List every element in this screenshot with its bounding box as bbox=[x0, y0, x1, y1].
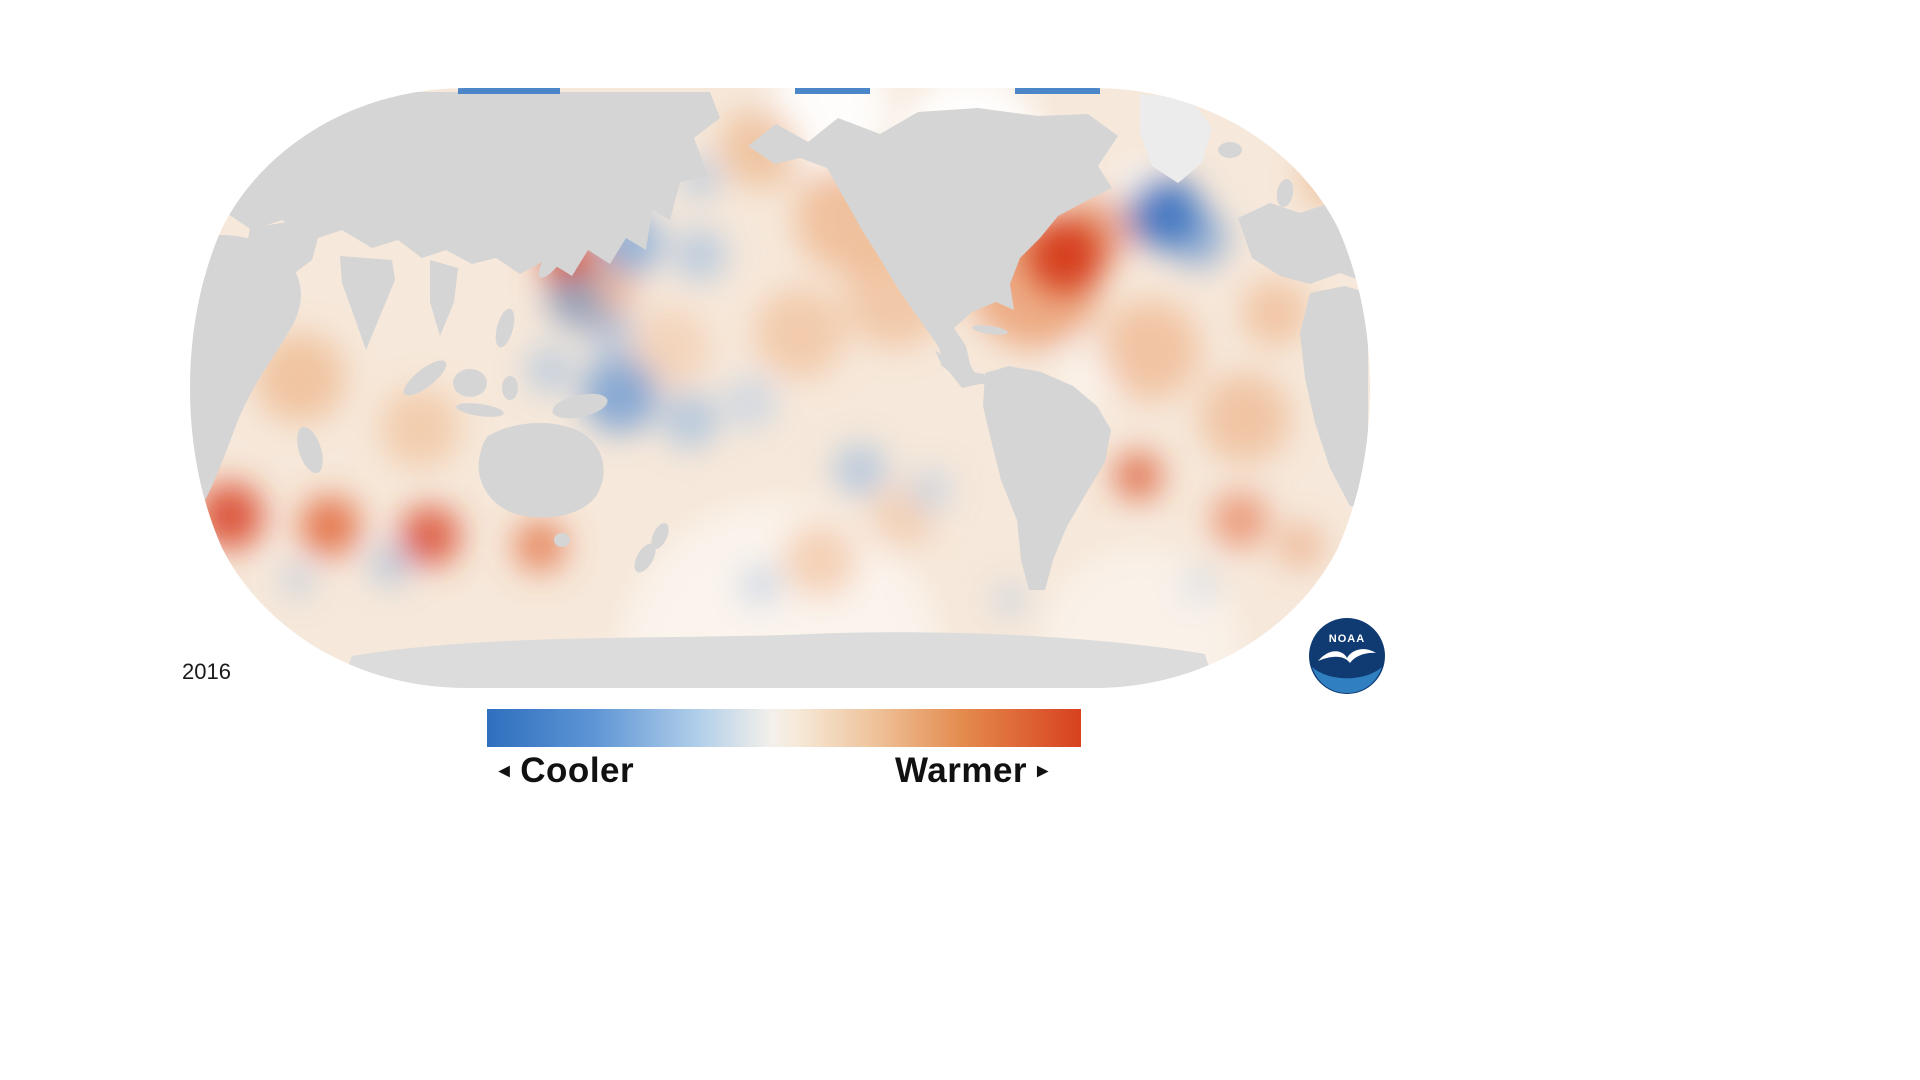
anomaly-mediterranean-warm bbox=[1242, 280, 1308, 346]
anomaly-equatorial-pacific-cool-1 bbox=[582, 357, 658, 433]
anomaly-indian-ocean-warm bbox=[255, 333, 345, 423]
anomaly-south-pacific-warm bbox=[782, 522, 858, 598]
continent-india bbox=[340, 256, 395, 350]
noaa-logo: NOAA bbox=[1309, 618, 1385, 694]
arctic-ice-edge-strip-1 bbox=[795, 88, 870, 94]
anomaly-south-atlantic-red bbox=[1114, 452, 1162, 500]
island-iceland bbox=[1218, 142, 1242, 158]
anomaly-norwegian-warm bbox=[1302, 150, 1358, 206]
island-japan bbox=[538, 234, 572, 278]
anomaly-equatorial-pacific-cool-2 bbox=[662, 392, 718, 448]
year-label: 2016 bbox=[182, 659, 231, 684]
island-british-isles bbox=[1276, 179, 1294, 207]
island-sulawesi bbox=[502, 376, 518, 400]
anomaly-subpolar-atlantic-core bbox=[1129, 177, 1201, 249]
cooler-label: Cooler bbox=[520, 751, 635, 790]
continent-asia bbox=[194, 92, 720, 276]
anomaly-southern-indian-red-2 bbox=[300, 496, 360, 556]
anomaly-south-atlantic-warm-2 bbox=[1278, 524, 1322, 568]
continent-south-america bbox=[983, 366, 1111, 590]
anomaly-equatorial-pacific-cool-3 bbox=[526, 346, 574, 394]
world-map bbox=[190, 88, 1370, 688]
anomaly-gulf-stream-core bbox=[1025, 216, 1105, 296]
island-borneo bbox=[453, 369, 487, 397]
island-tasmania bbox=[554, 533, 570, 547]
warmer-arrow-icon: ▸ bbox=[1037, 759, 1049, 782]
island-philippines bbox=[495, 308, 515, 348]
continent-north-america bbox=[748, 108, 1118, 388]
anomaly-central-north-pacific-warm bbox=[755, 288, 845, 378]
anomaly-southern-cool-1 bbox=[370, 545, 410, 585]
island-madagascar bbox=[297, 426, 323, 474]
cooler-arrow-icon: ◂ bbox=[499, 759, 511, 782]
arctic-ice-edge-strip-2 bbox=[1015, 88, 1100, 94]
anomaly-southern-cool-3 bbox=[741, 566, 779, 604]
anomaly-north-pacific-cool-3 bbox=[547, 272, 603, 328]
island-java bbox=[456, 403, 504, 417]
anomaly-north-pacific-cool-4 bbox=[586, 308, 634, 356]
continent-europe bbox=[1238, 203, 1368, 284]
legend-warmer: Warmer ▸ bbox=[895, 751, 1048, 791]
color-scale-bar bbox=[487, 709, 1081, 747]
continent-africa bbox=[190, 235, 301, 508]
anomaly-tropical-atlantic-warm bbox=[1100, 300, 1200, 400]
legend-cooler: ◂ Cooler bbox=[499, 751, 634, 791]
noaa-bird-icon bbox=[1318, 649, 1376, 663]
anomaly-equatorial-pacific-cool-4 bbox=[724, 377, 776, 429]
anomaly-southern-indian-red-3 bbox=[400, 506, 460, 566]
anomaly-southern-cool-5 bbox=[1185, 570, 1215, 600]
anomaly-east-pacific-cool-1 bbox=[834, 444, 886, 496]
anomaly-indian-ocean-warm-2 bbox=[380, 388, 460, 468]
continent-indochina bbox=[430, 260, 458, 336]
island-new-guinea bbox=[552, 393, 608, 419]
continent-antarctica bbox=[340, 632, 1215, 688]
anomaly-south-atlantic-warm bbox=[1212, 492, 1268, 548]
continent-west-africa bbox=[1300, 286, 1368, 508]
island-new-zealand-north bbox=[651, 522, 669, 550]
noaa-logo-text: NOAA bbox=[1329, 633, 1365, 645]
noaa-logo-wave bbox=[1312, 667, 1382, 693]
anomaly-southern-cool-4 bbox=[993, 583, 1027, 617]
island-new-zealand-south bbox=[634, 543, 656, 573]
continent-greenland bbox=[1140, 94, 1212, 183]
anomaly-north-pacific-cool-2 bbox=[674, 229, 726, 281]
arctic-ice-edge-strip-0 bbox=[458, 88, 560, 94]
continent-central-america bbox=[935, 350, 988, 384]
anomaly-west-pacific-warm bbox=[630, 308, 710, 388]
continent-australia bbox=[478, 422, 604, 518]
anomaly-southern-indian-red-4 bbox=[514, 520, 566, 572]
island-sumatra bbox=[403, 360, 447, 396]
anomaly-tropical-atlantic-warm-2 bbox=[1200, 373, 1290, 463]
anomaly-east-pacific-cool-2 bbox=[909, 469, 951, 511]
noaa-logo-circle bbox=[1309, 618, 1385, 694]
warmer-label: Warmer bbox=[895, 751, 1028, 790]
anomaly-southern-cool-2 bbox=[282, 564, 314, 596]
island-caribbean bbox=[972, 325, 1008, 335]
